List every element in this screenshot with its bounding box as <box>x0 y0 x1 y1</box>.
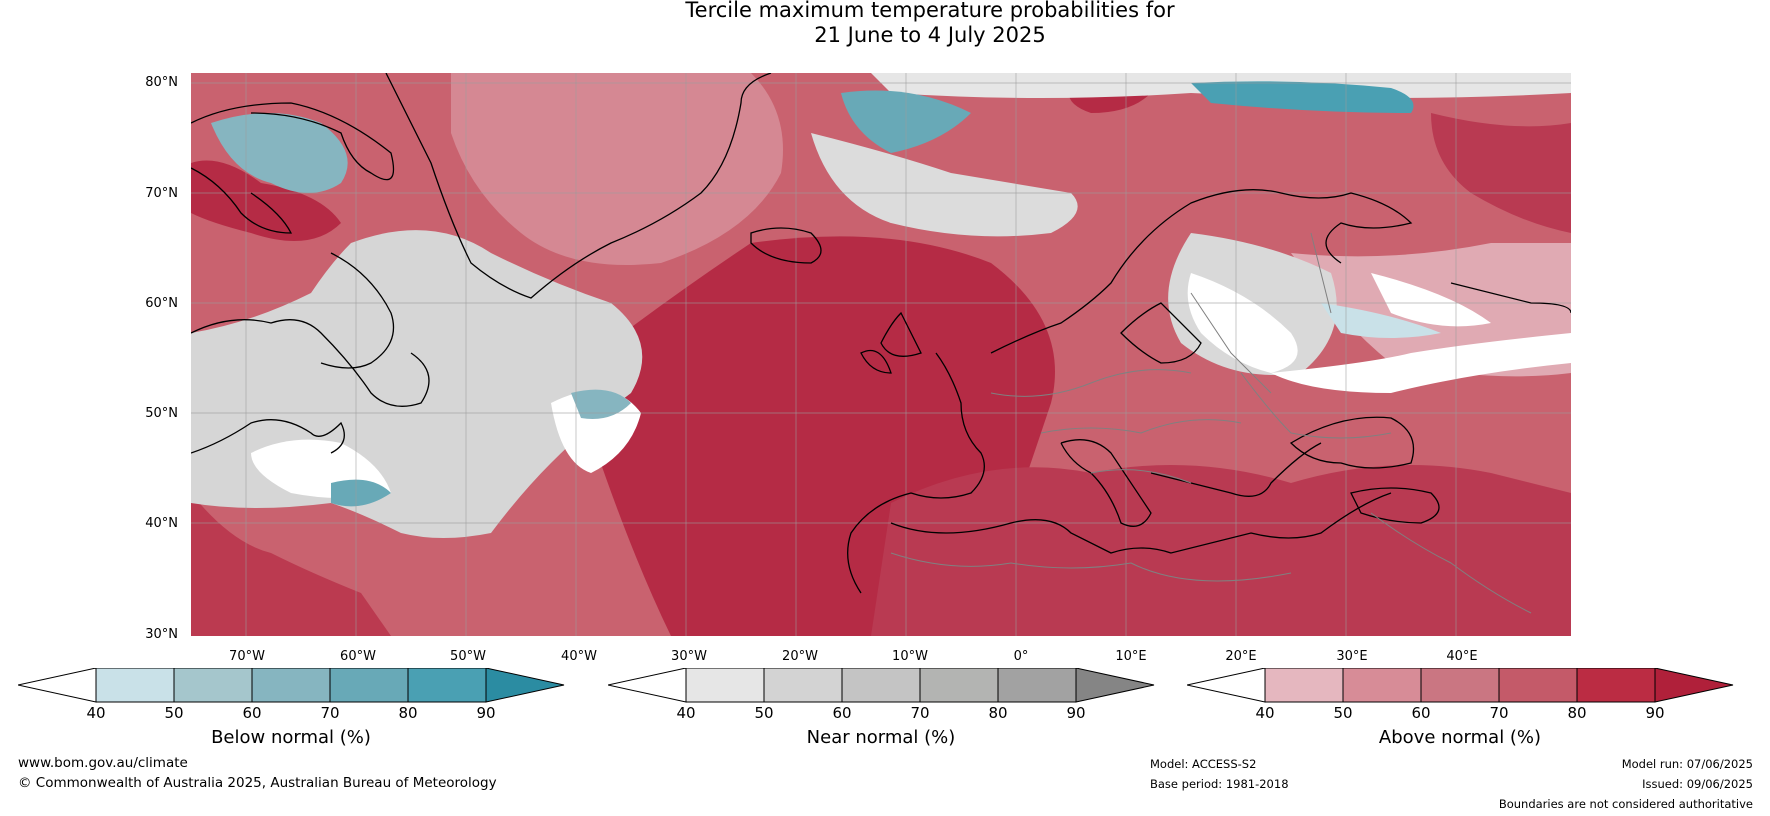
base-period-text: Base period: 1981-2018 <box>1150 777 1289 791</box>
lat-label-40n: 40°N <box>145 516 178 531</box>
lon-label-30w: 30°W <box>671 649 707 664</box>
above-tick-50: 50 <box>1333 704 1353 722</box>
above-normal-strong-russia <box>1431 113 1571 233</box>
lon-label-70w: 70°W <box>229 649 265 664</box>
lon-label-10w: 10°W <box>892 649 928 664</box>
above-swatch-5 <box>1577 668 1655 702</box>
above-normal-greenland <box>451 73 783 265</box>
below-swatch-4 <box>330 668 408 702</box>
above-normal-strong-southwest <box>191 493 391 636</box>
below-tick-50: 50 <box>164 704 184 722</box>
above-swatch-3 <box>1421 668 1499 702</box>
near-swatch-4 <box>920 668 998 702</box>
country-borders <box>890 232 1532 614</box>
near-normal-colorbar: 40 50 60 70 80 90 <box>607 667 1158 721</box>
lat-label-30n: 30°N <box>145 627 178 642</box>
near-swatch-3 <box>842 668 920 702</box>
below-normal-labrador <box>331 479 391 507</box>
below-tick-80: 80 <box>398 704 418 722</box>
near-tick-40: 40 <box>676 704 696 722</box>
near-swatch-0 <box>607 667 687 703</box>
disclaimer-text: Boundaries are not considered authoritat… <box>1498 797 1753 811</box>
below-normal-baffin <box>211 113 348 193</box>
near-tick-60: 60 <box>832 704 852 722</box>
below-swatch-5 <box>408 668 486 702</box>
issued-text: Issued: 09/06/2025 <box>1642 777 1753 791</box>
near-swatch-6 <box>1075 667 1155 703</box>
below-swatch-2 <box>174 668 252 702</box>
website-link[interactable]: www.bom.gov.au/climate <box>18 755 188 771</box>
model-text: Model: ACCESS-S2 <box>1150 757 1257 771</box>
near-normal-north-atlantic <box>811 133 1078 237</box>
no-dominant-sweden <box>1187 273 1298 373</box>
near-swatch-5 <box>998 668 1076 702</box>
below-swatch-6 <box>485 667 565 703</box>
above-normal-strong-mediterranean <box>871 465 1571 636</box>
lat-label-70n: 70°N <box>145 186 178 201</box>
graticule <box>191 73 1571 636</box>
below-tick-40: 40 <box>86 704 106 722</box>
below-swatch-0 <box>17 667 97 703</box>
map-title-line2: 21 June to 4 July 2025 <box>814 23 1046 47</box>
near-swatch-1 <box>686 668 764 702</box>
below-normal-russia <box>1321 303 1441 338</box>
below-swatch-1 <box>96 668 174 702</box>
above-normal-colorbar-swatches <box>1186 667 1734 703</box>
lon-label-50w: 50°W <box>450 649 486 664</box>
map-canvas <box>191 73 1571 636</box>
no-dominant-russia <box>1371 273 1491 327</box>
above-swatch-1 <box>1265 668 1343 702</box>
lat-label-60n: 60°N <box>145 296 178 311</box>
below-tick-60: 60 <box>242 704 262 722</box>
above-tick-40: 40 <box>1255 704 1275 722</box>
lon-label-60w: 60°W <box>340 649 376 664</box>
above-tick-80: 80 <box>1567 704 1587 722</box>
below-normal-colorbar-swatches <box>17 667 565 703</box>
below-tick-90: 90 <box>476 704 496 722</box>
copyright-text: © Commonwealth of Australia 2025, Austra… <box>18 775 497 791</box>
below-normal-label: Below normal (%) <box>211 727 371 748</box>
above-normal-strong-baffin <box>191 160 341 241</box>
below-tick-70: 70 <box>320 704 340 722</box>
coastlines <box>191 73 1571 594</box>
below-normal-labrador-sea <box>571 389 631 419</box>
map-title-line1: Tercile maximum temperature probabilitie… <box>685 0 1175 22</box>
model-run-text: Model run: 07/06/2025 <box>1621 757 1753 771</box>
near-tick-90: 90 <box>1066 704 1086 722</box>
lat-label-50n: 50°N <box>145 406 178 421</box>
lon-label-30e: 30°E <box>1336 649 1368 664</box>
above-normal-label: Above normal (%) <box>1378 727 1542 748</box>
near-swatch-2 <box>764 668 842 702</box>
lon-label-40w: 40°W <box>561 649 597 664</box>
below-swatch-3 <box>252 668 330 702</box>
lon-label-10e: 10°E <box>1115 649 1147 664</box>
near-tick-70: 70 <box>910 704 930 722</box>
near-normal-colorbar-swatches <box>607 667 1155 703</box>
above-tick-70: 70 <box>1489 704 1509 722</box>
lon-label-0: 0° <box>1013 649 1029 664</box>
below-normal-barents <box>1191 81 1414 113</box>
near-normal-label: Near normal (%) <box>806 727 956 748</box>
lon-label-40e: 40°E <box>1446 649 1478 664</box>
above-tick-90: 90 <box>1645 704 1665 722</box>
above-swatch-2 <box>1343 668 1421 702</box>
above-tick-60: 60 <box>1411 704 1431 722</box>
above-swatch-4 <box>1499 668 1577 702</box>
lat-label-80n: 80°N <box>145 75 178 90</box>
lon-label-20w: 20°W <box>782 649 818 664</box>
map-title: Tercile maximum temperature probabilitie… <box>0 0 1770 48</box>
above-normal-colorbar: 40 50 60 70 80 90 <box>1186 667 1737 721</box>
near-tick-80: 80 <box>988 704 1008 722</box>
above-swatch-0 <box>1186 667 1266 703</box>
below-normal-colorbar: 40 50 60 70 80 90 <box>17 667 568 721</box>
above-swatch-6 <box>1654 667 1734 703</box>
near-tick-50: 50 <box>754 704 774 722</box>
lon-label-20e: 20°E <box>1225 649 1257 664</box>
probability-map <box>191 73 1571 636</box>
